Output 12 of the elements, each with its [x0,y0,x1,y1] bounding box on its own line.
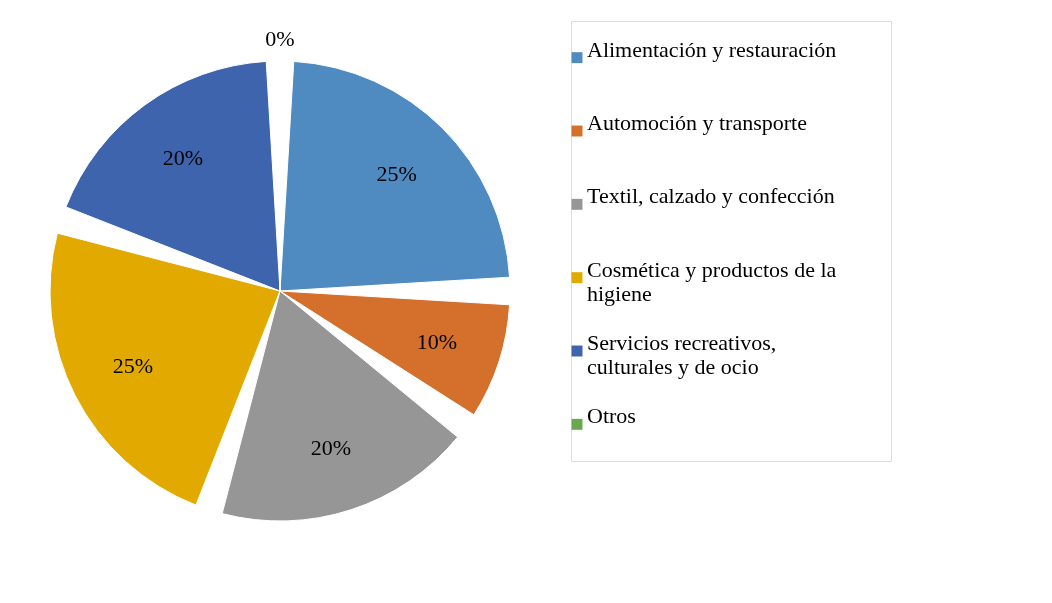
data-label: 20% [162,144,204,170]
data-label: 25% [112,352,154,378]
legend-label: Automoción y transporte [587,110,807,135]
data-label: 20% [310,434,352,460]
legend-label: Servicios recreativos, culturales y de ocio [587,330,777,379]
legend-label: Textil, calzado y confección [587,183,835,209]
data-label: 25% [376,161,417,187]
data-label: 10% [416,328,458,354]
legend-label: Otros [587,403,636,429]
text: 0% [265,26,295,51]
legend-label: Alimentación y restauración [587,36,837,62]
legend-label: Cosmética y productos de la higiene [587,256,837,306]
